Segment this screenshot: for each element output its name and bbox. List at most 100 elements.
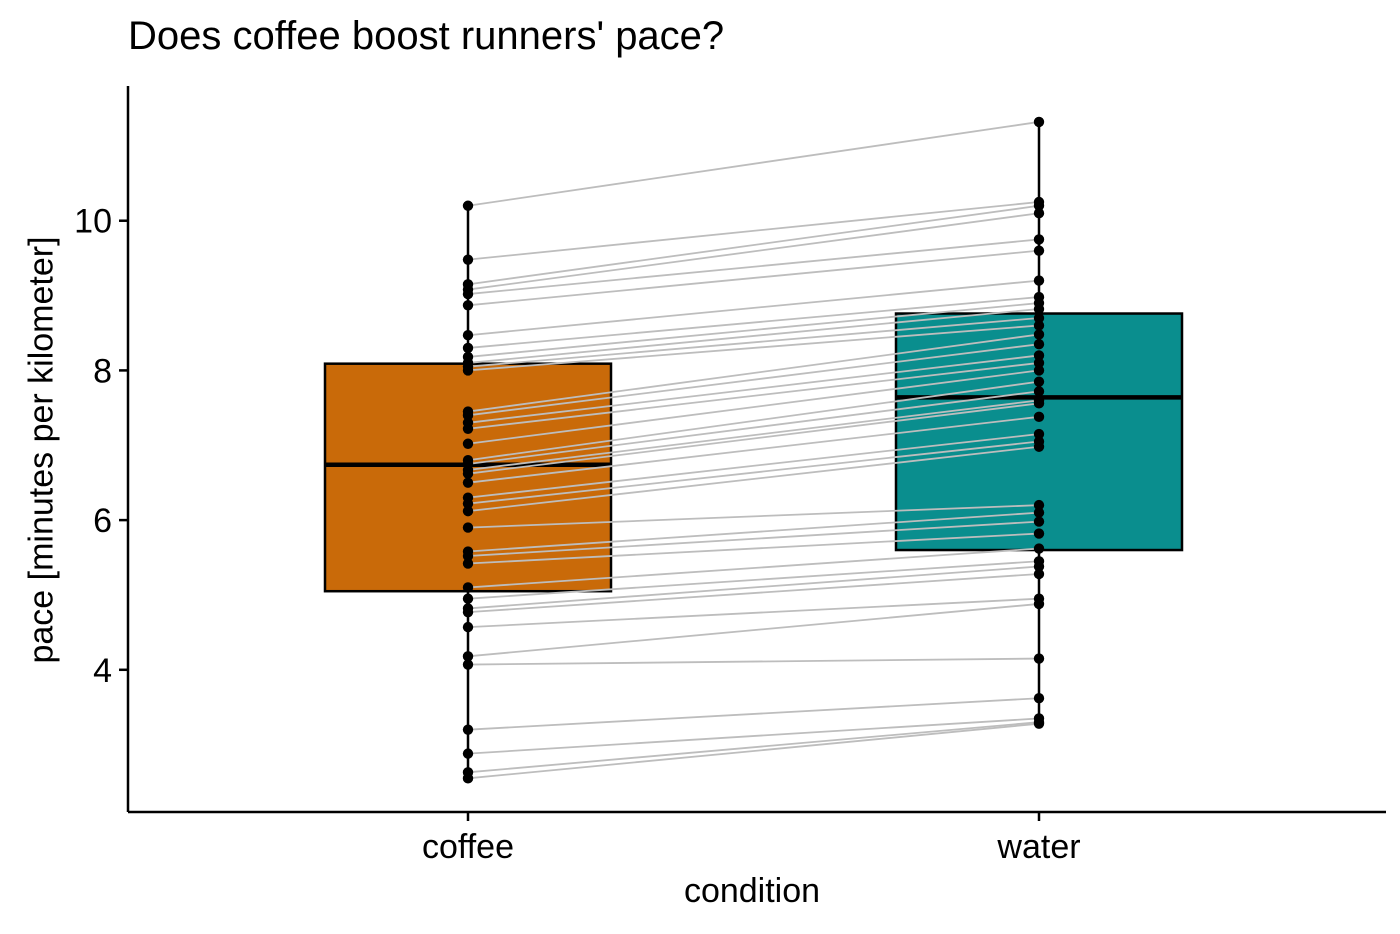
- data-point-water: [1033, 312, 1045, 324]
- pair-line: [467, 565, 1040, 610]
- pair-line: [467, 440, 1040, 505]
- data-point-water: [1033, 234, 1045, 245]
- pair-line: [467, 238, 1040, 295]
- pair-line: [467, 402, 1040, 475]
- pair-line: [467, 212, 1040, 291]
- data-point-water: [1033, 320, 1045, 331]
- y-tick-label: 4: [93, 652, 112, 690]
- pair-line: [467, 520, 1040, 557]
- data-point-water: [1033, 329, 1045, 340]
- pair-line: [467, 399, 1040, 471]
- data-point-coffee: [462, 288, 474, 300]
- pair-line: [467, 603, 1040, 658]
- data-point-water: [1033, 428, 1045, 440]
- data-point-water: [1033, 339, 1045, 350]
- data-point-coffee: [462, 410, 474, 421]
- pair-line: [467, 433, 1040, 499]
- data-point-water: [1033, 516, 1045, 527]
- data-point-water: [1033, 718, 1045, 729]
- data-point-coffee: [462, 477, 474, 488]
- data-point-water: [1033, 357, 1045, 369]
- data-points: [462, 116, 1045, 784]
- data-point-coffee: [462, 438, 474, 449]
- data-point-coffee: [462, 748, 474, 759]
- data-point-coffee: [462, 659, 474, 670]
- data-point-coffee: [462, 200, 474, 211]
- pair-line: [467, 415, 1040, 484]
- pair-line: [467, 697, 1040, 731]
- data-point-water: [1033, 398, 1045, 409]
- data-point-water: [1033, 245, 1045, 256]
- pair-line: [467, 504, 1040, 529]
- data-point-water: [1033, 411, 1045, 423]
- data-point-water: [1033, 116, 1045, 128]
- pair-line: [467, 279, 1040, 337]
- data-point-water: [1033, 386, 1045, 397]
- pair-line: [467, 296, 1040, 349]
- data-point-coffee: [462, 468, 474, 479]
- data-point-water: [1033, 528, 1045, 539]
- pair-line: [467, 380, 1040, 462]
- data-point-water: [1033, 499, 1045, 511]
- y-tick-label: 6: [93, 502, 112, 540]
- pair-line: [467, 324, 1040, 372]
- data-point-water: [1033, 561, 1045, 572]
- data-point-coffee: [462, 593, 474, 604]
- data-point-coffee: [462, 621, 474, 633]
- data-point-coffee: [462, 651, 474, 662]
- data-point-water: [1033, 365, 1045, 376]
- pair-line: [467, 308, 1040, 364]
- pair-line: [467, 560, 1040, 600]
- data-point-water: [1033, 200, 1045, 211]
- pair-line: [467, 721, 1040, 774]
- pair-line: [467, 722, 1040, 780]
- paired-lines: [467, 121, 1040, 780]
- y-axis-label: pace [minutes per kilometer]: [22, 236, 61, 664]
- boxplots: [323, 312, 1184, 593]
- pair-line: [467, 717, 1040, 755]
- data-point-coffee: [462, 498, 474, 509]
- x-tick-label: water: [996, 828, 1080, 866]
- data-point-coffee: [462, 522, 474, 533]
- pair-line: [467, 317, 1040, 368]
- pair-line: [467, 302, 1040, 358]
- data-point-coffee: [462, 423, 474, 434]
- pair-line: [467, 390, 1040, 465]
- data-point-coffee: [462, 342, 474, 354]
- data-point-water: [1033, 303, 1045, 315]
- pair-line: [467, 369, 1040, 445]
- pair-line: [467, 445, 1040, 513]
- data-point-water: [1033, 441, 1045, 452]
- data-point-coffee: [462, 505, 474, 517]
- x-axis-label: condition: [683, 872, 821, 910]
- y-tick-label: 8: [93, 352, 112, 390]
- data-point-coffee: [462, 300, 474, 311]
- data-point-coffee: [462, 606, 474, 618]
- data-point-coffee: [462, 330, 474, 341]
- x-ticks: coffee water: [422, 812, 1081, 866]
- axes: [126, 86, 1386, 814]
- data-point-coffee: [462, 254, 474, 265]
- data-point-water: [1033, 598, 1045, 610]
- data-point-water: [1033, 693, 1045, 704]
- pair-line: [467, 343, 1040, 417]
- data-point-coffee: [462, 773, 474, 784]
- pair-line: [467, 362, 1040, 430]
- y-tick-label: 10: [74, 203, 112, 241]
- x-tick-label: coffee: [422, 828, 514, 866]
- data-point-coffee: [462, 365, 474, 376]
- pair-line: [467, 204, 1040, 286]
- pair-line: [467, 249, 1040, 307]
- pair-line: [467, 532, 1040, 565]
- pair-line: [467, 201, 1040, 261]
- pair-line: [467, 657, 1040, 666]
- data-point-water: [1033, 568, 1045, 580]
- pair-line: [467, 573, 1040, 614]
- data-point-water: [1033, 275, 1045, 286]
- pair-line: [467, 121, 1040, 207]
- data-point-water: [1033, 653, 1045, 664]
- data-point-water: [1033, 350, 1045, 361]
- pair-line: [467, 354, 1040, 424]
- chart-title: Does coffee boost runners' pace?: [128, 14, 725, 58]
